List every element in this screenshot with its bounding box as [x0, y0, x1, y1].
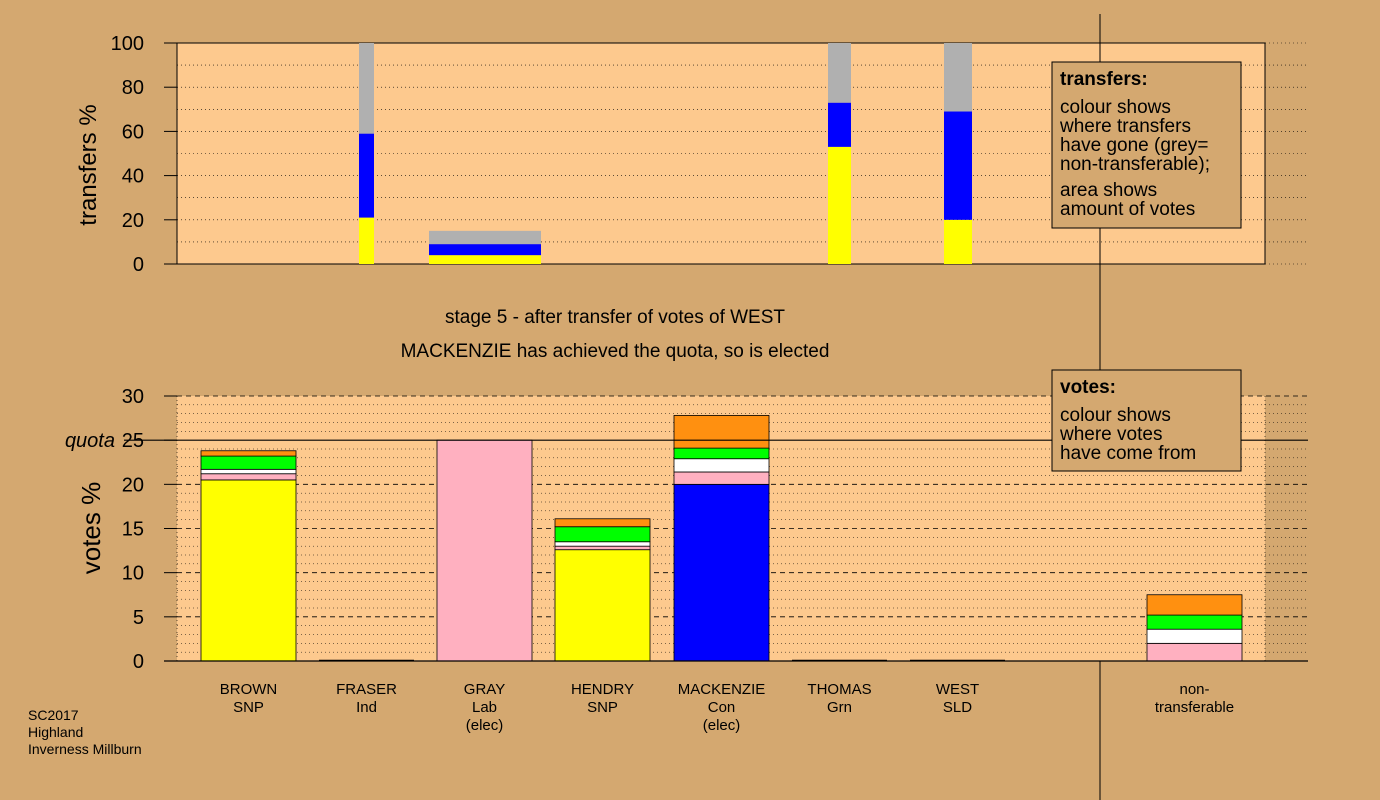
transfer-segment-con: [828, 102, 851, 147]
vote-segment-sld: [673, 415, 770, 449]
transfers-legend-line: amount of votes: [1060, 199, 1195, 220]
votes-y-ticks: 0 5 10 15 20 25 30: [122, 386, 177, 673]
transfer-segment-non_transferable: [944, 43, 972, 112]
transfers-legend-title: transfers:: [1060, 69, 1148, 90]
transfer-segment-non_transferable: [359, 43, 374, 134]
vote-segment-snp: [200, 479, 297, 662]
vote-segment-con: [673, 483, 770, 662]
vote-segment-grn: [200, 455, 297, 470]
candidate-label-party: SLD: [943, 699, 972, 716]
candidate-label-status: (elec): [466, 717, 504, 734]
transfer-segment-non_transferable: [429, 230, 541, 245]
candidate-labels: BROWNSNPFRASERIndGRAYLab(elec)HENDRYSNPM…: [220, 681, 1234, 734]
votes-legend-line: have come from: [1060, 443, 1196, 464]
votes-tick-label: 0: [133, 651, 144, 673]
transfers-legend-line: colour shows: [1060, 97, 1171, 118]
transfers-y-ticks: 0 20 40 60 80 100: [111, 33, 177, 276]
candidate-label-name: MACKENZIE: [678, 681, 766, 698]
transfers-bars: [359, 43, 972, 264]
transfers-tick-label: 40: [122, 166, 144, 188]
vote-segment-grn: [673, 447, 770, 460]
votes-gridlines: [176, 395, 1308, 661]
transfer-segment-snp: [429, 255, 541, 264]
footer-ward: Inverness Millburn: [28, 741, 142, 757]
vote-segment-ind: [200, 468, 297, 475]
candidate-label-status: (elec): [703, 717, 741, 734]
transfer-segment-con: [944, 111, 972, 220]
transfers-legend-line: non-transferable);: [1060, 154, 1210, 175]
transfers-y-axis-label: transfers %: [75, 104, 102, 225]
candidate-label-party: Lab: [472, 699, 497, 716]
transfers-legend-line: area shows: [1060, 180, 1157, 201]
vote-segment-ind: [1146, 628, 1243, 644]
votes-legend-box: [1051, 369, 1242, 472]
vote-segment-snp: [554, 549, 651, 662]
vote-segment-sld: [200, 450, 297, 457]
votes-tick-label: 20: [122, 474, 144, 496]
transfer-segment-con: [359, 133, 374, 218]
vote-segment-sld: [1146, 594, 1243, 616]
vote-segment-lab: [200, 473, 297, 481]
candidate-label-name: FRASER: [336, 681, 397, 698]
votes-legend: votes: colour shows where votes have com…: [1051, 369, 1242, 472]
candidate-label-party: SNP: [587, 699, 618, 716]
votes-tick-label: 15: [122, 519, 144, 541]
candidate-label-party: Grn: [827, 699, 852, 716]
vote-segment-lab: [673, 471, 770, 485]
transfer-segment-non_transferable: [828, 43, 851, 103]
candidate-label-party: Ind: [356, 699, 377, 716]
transfer-segment-snp: [944, 219, 972, 264]
candidate-label-party: SNP: [233, 699, 264, 716]
vote-segment-lab: [1146, 642, 1243, 662]
elected-caption: MACKENZIE has achieved the quota, so is …: [401, 341, 830, 362]
vote-segment-lab: [436, 439, 533, 662]
transfers-tick-label: 100: [111, 33, 144, 55]
transfer-segment-snp: [828, 146, 851, 264]
transfer-segment-snp: [359, 217, 374, 264]
transfers-legend: transfers: colour shows where transfers …: [1051, 61, 1242, 229]
transfers-tick-label: 20: [122, 210, 144, 232]
candidate-label-name: BROWN: [220, 681, 278, 698]
vote-segment-ind: [554, 541, 651, 547]
votes-tick-label: 30: [122, 386, 144, 408]
candidate-label-name: GRAY: [464, 681, 505, 698]
footer-election: SC2017: [28, 707, 79, 723]
transfers-tick-label: 60: [122, 121, 144, 143]
votes-legend-line: colour shows: [1060, 405, 1171, 426]
votes-tick-label: 25: [122, 430, 144, 452]
transfers-legend-line: where transfers: [1059, 116, 1191, 137]
votes-legend-title: votes:: [1060, 377, 1116, 398]
candidate-label-name: WEST: [936, 681, 979, 698]
candidate-label-party: transferable: [1155, 699, 1234, 716]
vote-segment-ind: [673, 458, 770, 473]
footer-council: Highland: [28, 724, 83, 740]
votes-tick-label: 10: [122, 563, 144, 585]
transfers-tick-label: 0: [133, 254, 144, 276]
vote-segment-grn: [1146, 614, 1243, 630]
candidate-label-party: Con: [708, 699, 736, 716]
transfers-legend-box: [1051, 61, 1242, 229]
candidate-label-name: HENDRY: [571, 681, 634, 698]
stage-caption: stage 5 - after transfer of votes of WES…: [445, 307, 785, 328]
votes-y-axis-label: votes %: [76, 482, 106, 575]
transfers-tick-label: 80: [122, 77, 144, 99]
votes-legend-line: where votes: [1059, 424, 1162, 445]
votes-tick-label: 5: [133, 607, 144, 629]
transfers-legend-line: have gone (grey=: [1060, 135, 1208, 156]
votes-bars: [124, 415, 1308, 662]
candidate-label-name: THOMAS: [807, 681, 871, 698]
vote-segment-grn: [554, 526, 651, 543]
candidate-label-name: non-: [1179, 681, 1209, 698]
vote-segment-sld: [554, 518, 651, 528]
transfer-segment-con: [429, 244, 541, 256]
quota-label: quota: [65, 430, 115, 452]
vote-segment-lab: [554, 545, 651, 551]
